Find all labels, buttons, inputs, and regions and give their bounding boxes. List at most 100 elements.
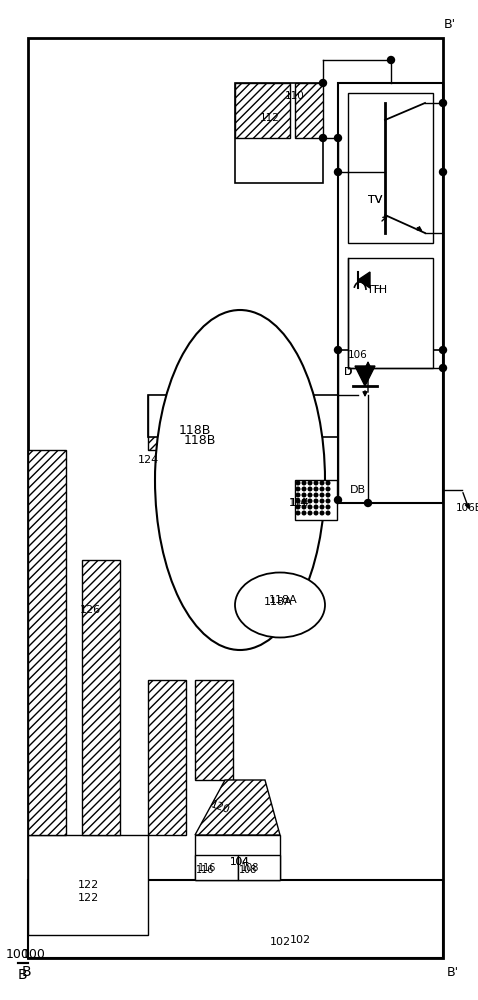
- Text: 122: 122: [77, 880, 98, 890]
- Circle shape: [326, 481, 330, 485]
- Circle shape: [296, 511, 300, 515]
- Polygon shape: [355, 366, 375, 386]
- Circle shape: [439, 168, 446, 176]
- Circle shape: [302, 493, 306, 497]
- Bar: [82, 560, 120, 835]
- Circle shape: [439, 364, 446, 371]
- Bar: [28, 450, 66, 835]
- Text: 120: 120: [209, 800, 231, 816]
- Circle shape: [308, 499, 312, 503]
- Text: 108: 108: [239, 865, 257, 875]
- Text: TV: TV: [368, 195, 382, 205]
- Circle shape: [326, 493, 330, 497]
- Circle shape: [365, 499, 371, 506]
- Circle shape: [335, 496, 341, 504]
- Circle shape: [308, 481, 312, 485]
- Circle shape: [296, 499, 300, 503]
- Ellipse shape: [235, 572, 325, 638]
- Text: TH: TH: [368, 285, 382, 295]
- Circle shape: [439, 100, 446, 106]
- Circle shape: [320, 511, 324, 515]
- Circle shape: [314, 499, 318, 503]
- Text: 114: 114: [290, 498, 310, 508]
- Circle shape: [319, 134, 326, 141]
- Bar: [28, 880, 443, 958]
- Text: 114: 114: [289, 498, 307, 508]
- Bar: [148, 680, 186, 835]
- Bar: [28, 38, 443, 958]
- Text: 100: 100: [22, 948, 46, 962]
- Circle shape: [302, 487, 306, 491]
- Text: 102: 102: [290, 935, 311, 945]
- Circle shape: [308, 511, 312, 515]
- Text: B: B: [22, 965, 32, 979]
- Text: DB: DB: [350, 485, 366, 495]
- Circle shape: [296, 481, 300, 485]
- Text: 126: 126: [79, 605, 100, 615]
- Circle shape: [314, 493, 318, 497]
- Text: B: B: [17, 968, 27, 982]
- Text: 110: 110: [285, 91, 305, 101]
- Circle shape: [388, 56, 394, 64]
- Circle shape: [335, 168, 341, 176]
- Bar: [195, 835, 280, 880]
- Bar: [295, 83, 323, 138]
- Circle shape: [326, 487, 330, 491]
- Circle shape: [335, 134, 341, 141]
- Polygon shape: [195, 780, 280, 835]
- Text: 124: 124: [137, 455, 159, 465]
- Ellipse shape: [155, 310, 325, 650]
- Bar: [148, 395, 358, 437]
- Circle shape: [302, 505, 306, 509]
- Text: 118A: 118A: [264, 597, 293, 607]
- Circle shape: [308, 487, 312, 491]
- Circle shape: [326, 505, 330, 509]
- Text: TH: TH: [372, 285, 388, 295]
- Circle shape: [302, 511, 306, 515]
- Text: B': B': [447, 966, 459, 978]
- Text: B': B': [444, 18, 456, 31]
- Circle shape: [320, 487, 324, 491]
- Text: 118B: 118B: [179, 424, 211, 436]
- Polygon shape: [358, 272, 370, 288]
- Circle shape: [319, 80, 326, 87]
- Circle shape: [320, 493, 324, 497]
- Text: D: D: [344, 367, 352, 377]
- Text: 106E: 106E: [456, 503, 478, 513]
- Bar: [338, 83, 443, 503]
- Bar: [235, 83, 323, 183]
- Bar: [238, 855, 280, 880]
- Text: 108: 108: [241, 863, 259, 873]
- Text: 116: 116: [196, 865, 214, 875]
- Circle shape: [320, 481, 324, 485]
- Circle shape: [296, 505, 300, 509]
- Text: 106: 106: [348, 350, 368, 360]
- Circle shape: [314, 481, 318, 485]
- Circle shape: [302, 481, 306, 485]
- Text: 100: 100: [6, 948, 30, 962]
- Text: D: D: [344, 367, 352, 377]
- Circle shape: [296, 493, 300, 497]
- Bar: [235, 83, 290, 138]
- Circle shape: [320, 505, 324, 509]
- Bar: [28, 835, 148, 935]
- Text: 122: 122: [77, 893, 98, 903]
- Circle shape: [439, 347, 446, 354]
- Bar: [148, 395, 233, 450]
- Circle shape: [326, 511, 330, 515]
- Text: 116: 116: [198, 863, 216, 873]
- Circle shape: [320, 499, 324, 503]
- Circle shape: [335, 347, 341, 354]
- Text: 112: 112: [260, 113, 280, 123]
- Text: TV: TV: [368, 195, 382, 205]
- Text: 104: 104: [230, 857, 250, 867]
- Circle shape: [314, 487, 318, 491]
- Text: 118A: 118A: [269, 595, 297, 605]
- Bar: [348, 258, 433, 368]
- Circle shape: [308, 505, 312, 509]
- Bar: [295, 480, 337, 520]
- Text: 118B: 118B: [184, 434, 216, 446]
- Bar: [348, 93, 433, 243]
- Circle shape: [296, 487, 300, 491]
- Circle shape: [314, 511, 318, 515]
